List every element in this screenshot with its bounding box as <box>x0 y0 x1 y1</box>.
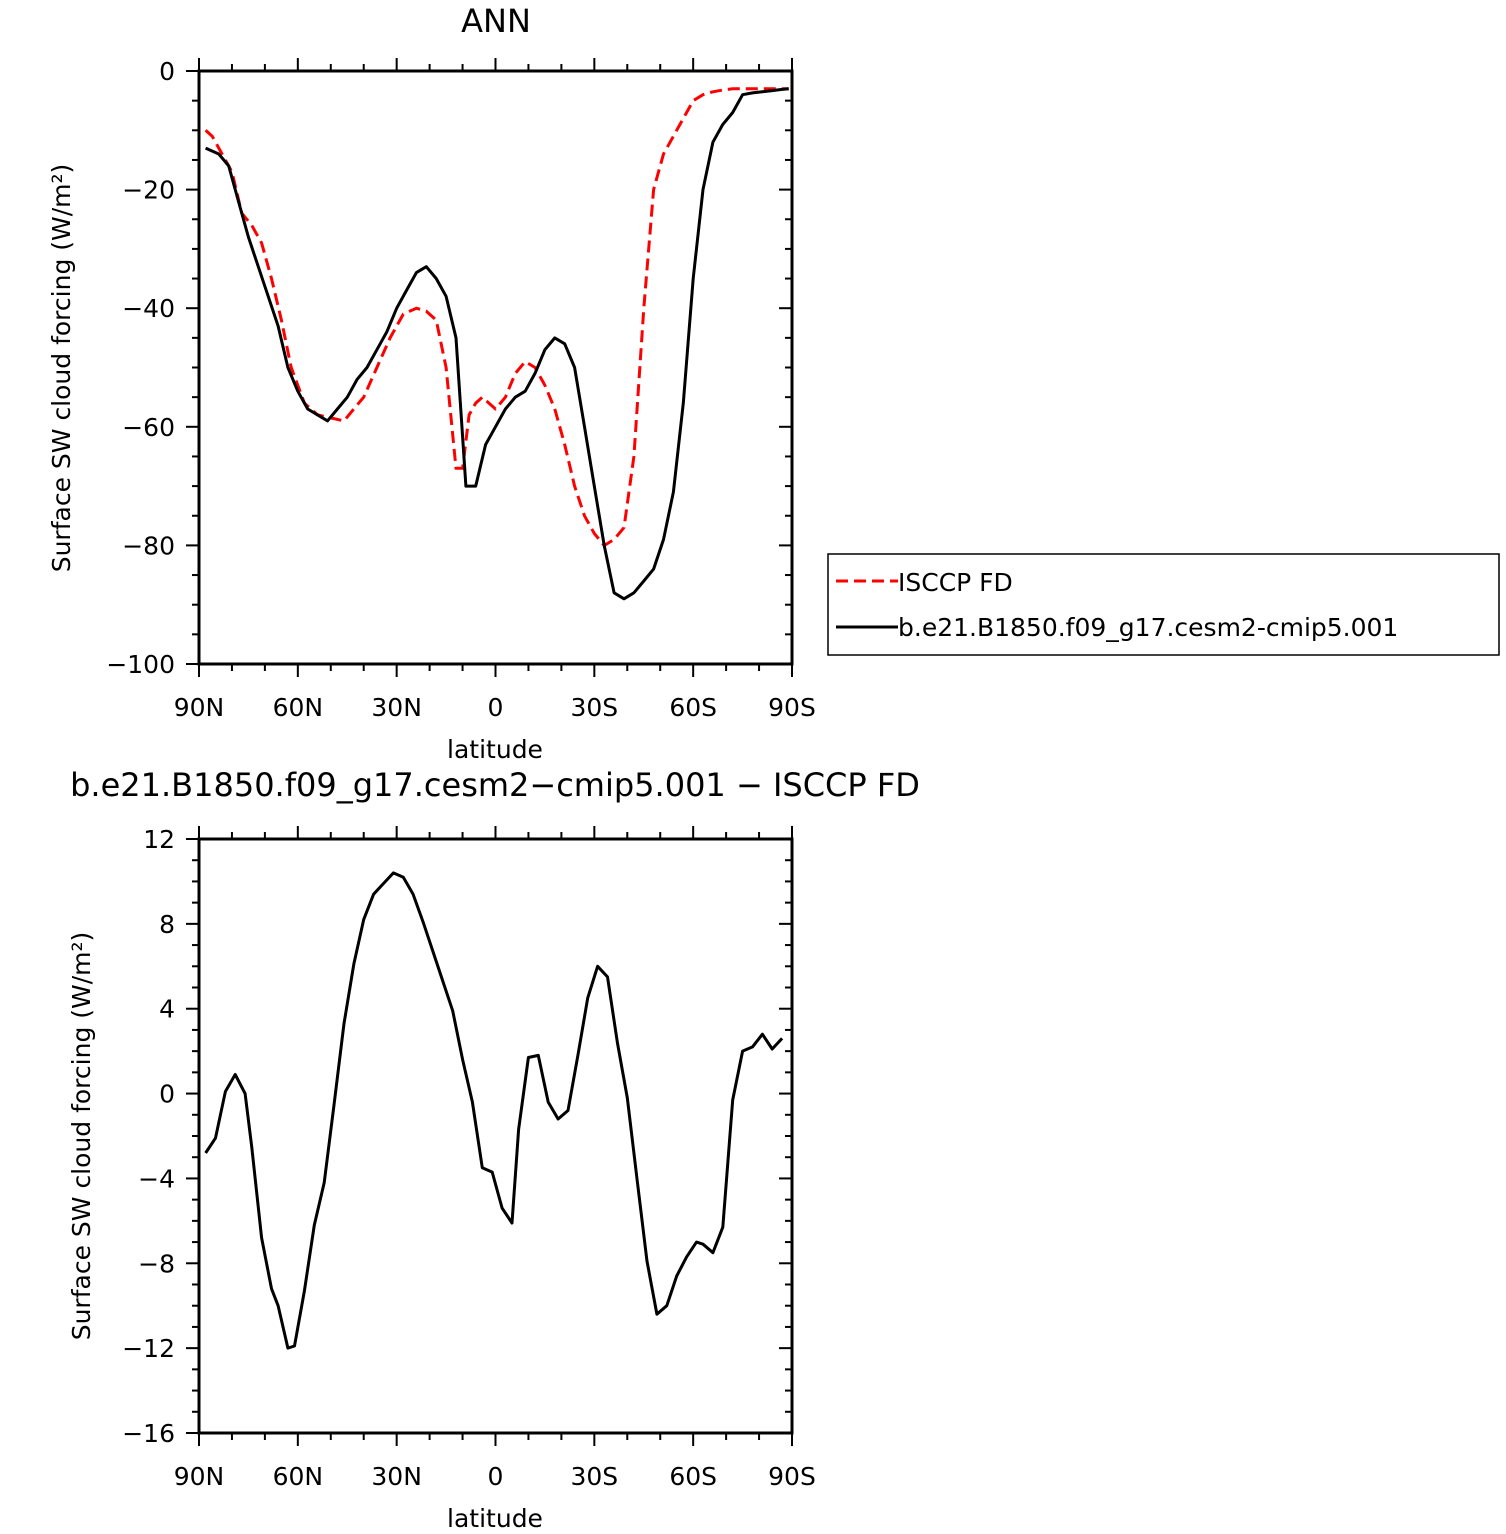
bottom-y-tick-label: −12 <box>122 1334 175 1363</box>
bottom-x-axis-label: latitude <box>447 1504 543 1533</box>
top-y-tick-labels: 0 −20 −40 −60 −80 −100 <box>106 57 175 679</box>
bottom-y-axis-label: Surface SW cloud forcing (W/m²) <box>67 932 96 1341</box>
bottom-y-tick-labels: 12 8 4 0 −4 −8 −12 −16 <box>122 825 175 1448</box>
top-x-tick-labels: 90N 60N 30N 0 30S 60S 90S <box>174 693 816 722</box>
top-y-tick-label: −20 <box>122 176 175 205</box>
bottom-y-tick-label: 4 <box>159 995 175 1024</box>
top-chart-title: ANN <box>461 2 531 40</box>
bottom-y-tick-label: 12 <box>143 825 175 854</box>
bottom-x-tick-labels: 90N 60N 30N 0 30S 60S 90S <box>174 1462 816 1491</box>
bottom-series-lines <box>204 871 784 1350</box>
bottom-x-tick-label: 90N <box>174 1462 225 1491</box>
top-y-axis-label: Surface SW cloud forcing (W/m²) <box>47 164 76 573</box>
top-x-axis-label: latitude <box>447 735 543 764</box>
top-series-line-0 <box>204 87 789 547</box>
bottom-y-tick-label: −4 <box>138 1164 175 1193</box>
legend-label-model: b.e21.B1850.f09_g17.cesm2-cmip5.001 <box>898 613 1398 642</box>
bottom-x-tick-label: 90S <box>768 1462 816 1491</box>
legend: ISCCP FD b.e21.B1850.f09_g17.cesm2-cmip5… <box>827 553 1500 656</box>
bottom-x-tick-label: 30N <box>371 1462 422 1491</box>
bottom-chart-title: b.e21.B1850.f09_g17.cesm2−cmip5.001 − IS… <box>70 766 920 804</box>
top-series-lines <box>204 87 789 601</box>
top-x-tick-label: 0 <box>488 693 504 722</box>
top-series-line-1 <box>204 87 789 601</box>
bottom-tick-marks <box>186 826 793 1446</box>
bottom-y-tick-label: 0 <box>159 1080 175 1109</box>
top-y-tick-label: −100 <box>106 650 175 679</box>
bottom-panel: b.e21.B1850.f09_g17.cesm2−cmip5.001 − IS… <box>67 766 920 1533</box>
legend-box <box>827 553 1500 656</box>
top-y-tick-label: −80 <box>122 531 175 560</box>
top-x-tick-label: 90N <box>174 693 225 722</box>
top-x-tick-label: 30N <box>371 693 422 722</box>
top-x-tick-label: 30S <box>570 693 618 722</box>
top-x-tick-label: 90S <box>768 693 816 722</box>
bottom-x-tick-label: 30S <box>570 1462 618 1491</box>
bottom-x-tick-label: 60N <box>273 1462 324 1491</box>
bottom-x-tick-label: 0 <box>488 1462 504 1491</box>
bottom-y-tick-label: 8 <box>159 910 175 939</box>
top-y-tick-label: −60 <box>122 413 175 442</box>
top-panel: ANN 0−20−40−60−80−100 90N 60N 30N 0 30S 60S 90… <box>47 2 816 764</box>
top-x-tick-label: 60N <box>273 693 324 722</box>
bottom-x-tick-label: 60S <box>669 1462 717 1491</box>
top-x-tick-label: 60S <box>669 693 717 722</box>
legend-label-isccp: ISCCP FD <box>898 568 1013 597</box>
top-y-tick-label: −40 <box>122 294 175 323</box>
bottom-series-line-0 <box>204 871 784 1350</box>
bottom-y-tick-label: −8 <box>138 1249 175 1278</box>
bottom-y-tick-label: −16 <box>122 1419 175 1448</box>
top-tick-marks <box>186 58 793 677</box>
top-y-tick-label: 0 <box>159 57 175 86</box>
